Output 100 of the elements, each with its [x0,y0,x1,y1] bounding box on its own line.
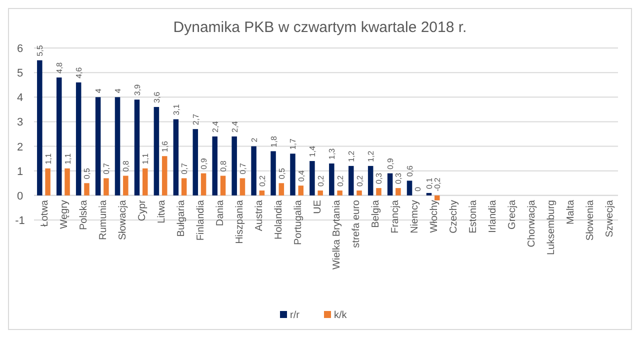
x-tick-label: Finlandia [195,200,206,241]
bar [376,188,382,196]
data-label: 0,2 [355,174,364,187]
bar [212,136,218,196]
bar [434,195,440,200]
x-tick-label: Słowenia [584,200,596,241]
x-tick-label: Węgry [59,200,70,229]
bar [142,168,148,196]
x-tick-label: Rumunia [98,200,110,240]
data-label: 4,6 [74,66,84,78]
data-label: 3,6 [152,91,162,103]
x-tick-label: Belgia [370,200,382,228]
data-label: 0,2 [316,174,326,187]
x-tick-label: Chorwacja [526,200,538,248]
data-label: 4 [94,88,104,94]
data-label: 0,8 [122,160,131,172]
bar [368,166,374,196]
bar [64,168,70,196]
data-label: 0,2 [258,174,267,187]
bar [114,97,120,196]
bar [56,77,62,196]
bar [240,178,246,196]
bar [181,178,187,196]
x-tick-label: Łotwa [40,200,51,227]
x-tick-label: Holandia [273,200,284,240]
bar [232,136,237,196]
data-label: 0,1 [424,177,434,189]
bar [406,180,412,196]
data-label: 1,1 [44,152,53,164]
x-tick-label: Estonia [468,200,479,234]
bar [356,190,362,196]
bar [298,186,304,196]
data-label: 0,6 [406,165,415,177]
data-label: 0,3 [394,172,404,184]
data-label: 0,7 [238,162,248,174]
data-label: 1,2 [366,150,376,162]
bar [173,119,179,196]
x-tick-label: Malta [565,200,576,224]
data-label: 0,5 [277,167,286,180]
x-tick-label: Niemcy [410,200,421,234]
bar [104,178,109,196]
x-tick-label: Francja [390,200,402,234]
bar [162,156,168,196]
bar [259,190,265,196]
bar [387,173,393,196]
data-label: 1,1 [141,152,150,164]
data-label: 1,4 [308,145,318,158]
x-tick-label: Słowacja [118,200,129,240]
y-tick-label: 1 [16,166,24,178]
data-label: 1,3 [328,148,337,160]
bar [134,100,140,196]
data-label: 4 [114,88,123,94]
x-tick-label: UE [312,200,324,214]
bar [278,183,284,196]
data-label: 0,2 [336,174,345,187]
bar [76,82,82,196]
x-tick-label: Grecja [506,200,518,230]
data-label: 4,8 [55,62,64,74]
x-tick-label: Szwecja [604,200,616,238]
data-label: 0,9 [200,158,209,170]
bar [318,190,323,196]
bar [95,97,101,196]
data-label: 5,5 [36,44,45,56]
data-label: 2,7 [191,113,200,126]
data-label: 3,1 [172,104,181,116]
data-label: -0,2 [433,177,442,192]
y-tick-label: 6 [16,43,24,55]
x-tick-label: strefa euro [351,200,362,248]
bar [310,161,315,196]
bar [290,154,296,196]
x-tick-label: Portugalia [292,200,304,246]
x-tick-label: Wielka Brytania [332,200,343,270]
y-tick-label: 5 [16,68,24,80]
bar [348,166,354,196]
y-tick-label: 2 [16,141,24,154]
data-label: 1,1 [63,152,72,164]
bar [154,106,160,196]
bar [37,60,42,196]
data-label: 0 [414,186,423,192]
data-label: 0,5 [82,167,92,180]
legend-label: r/r [290,310,300,321]
x-tick-label: Hiszpania [234,200,246,244]
chart-title: Dynamika PKB w czwartym kwartale 2018 r. [173,19,467,36]
legend-label: k/k [334,310,348,321]
x-tick-label: Dania [214,200,226,226]
data-label: 0,9 [386,158,396,170]
bar [329,163,334,196]
bar [123,176,128,196]
data-label: 2 [250,137,259,142]
bar [337,190,342,196]
y-tick-label: -1 [15,215,25,227]
data-label: 0,7 [102,162,112,174]
x-tick-label: Litwa [156,200,168,224]
data-label: 3,9 [132,84,142,96]
bar [270,151,276,196]
y-tick-label: 0 [16,190,24,202]
data-label: 1,7 [288,138,298,150]
x-tick-label: Bułgaria [176,200,187,237]
bar [220,176,226,196]
data-label: 0,3 [374,172,384,184]
